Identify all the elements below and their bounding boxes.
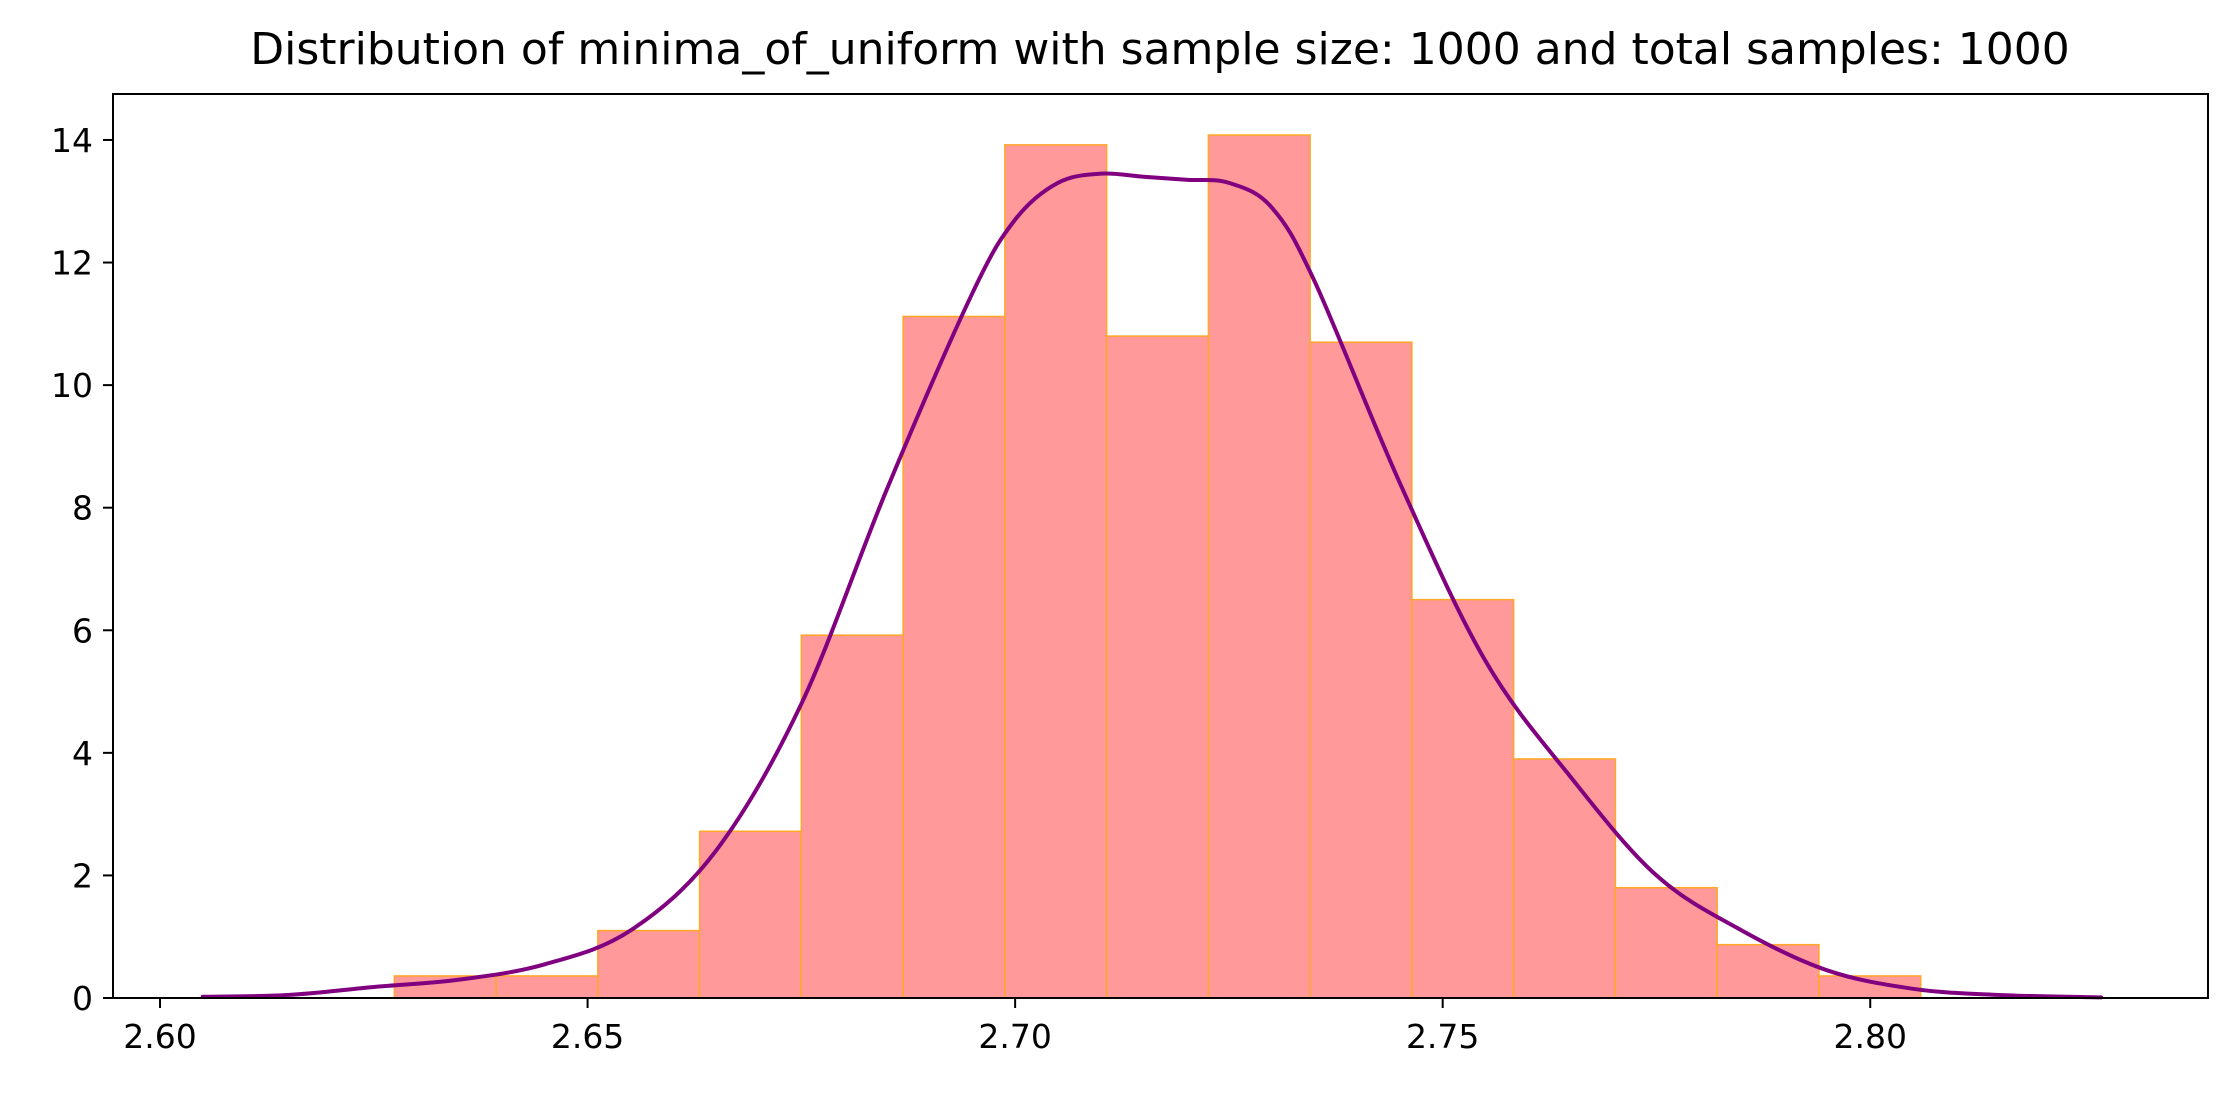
histogram-bar (902, 315, 1006, 999)
y-axis: 0 2 4 6 8 10 12 14 (51, 121, 113, 1018)
histogram-bar (1004, 144, 1108, 999)
plot-frame (112, 93, 2209, 999)
histogram-bar (1411, 598, 1515, 999)
histogram-bar (1614, 886, 1718, 999)
x-tick-label: 2.60 (123, 1017, 196, 1056)
x-tick-label: 2.65 (551, 1017, 624, 1056)
x-axis: 2.60 2.65 2.70 2.75 2.80 (123, 998, 1907, 1056)
y-tick-label: 12 (51, 244, 93, 283)
histogram-bar (800, 634, 904, 999)
histogram-bar (1512, 758, 1617, 999)
y-tick-label: 0 (72, 979, 93, 1018)
x-tick-label: 2.70 (978, 1017, 1051, 1056)
y-tick-label: 10 (51, 366, 93, 405)
histogram-bars (393, 134, 1922, 999)
y-tick-label: 2 (72, 856, 93, 895)
y-tick-label: 8 (72, 489, 93, 528)
y-tick-label: 4 (72, 734, 93, 773)
chart-title: Distribution of minima_of_uniform with s… (250, 24, 2070, 75)
histogram-bar (698, 830, 803, 999)
y-tick-label: 14 (51, 121, 93, 160)
x-tick-label: 2.75 (1406, 1017, 1479, 1056)
y-tick-label: 6 (72, 611, 93, 650)
histogram-bar (1309, 341, 1413, 999)
kde-curve (200, 171, 2104, 1000)
x-tick-label: 2.80 (1833, 1017, 1906, 1056)
histogram-bar (1207, 134, 1311, 999)
histogram-bar (1105, 335, 1210, 999)
kde-curve-group (200, 171, 2104, 1000)
histogram-bar (1716, 943, 1820, 999)
histogram-bar (495, 975, 599, 999)
